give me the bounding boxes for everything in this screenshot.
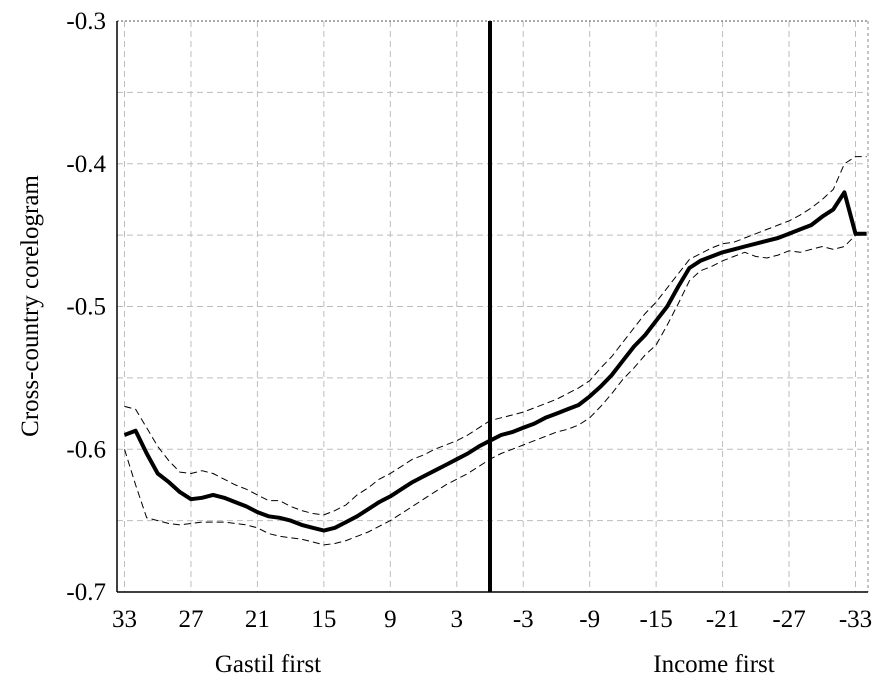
x-tick-label: -3 [513, 606, 534, 633]
plot-frame [116, 20, 869, 593]
x-tick-label: -21 [706, 606, 739, 633]
x-tick-label: -27 [772, 606, 805, 633]
y-tick-labels: -0.7 -0.6 -0.5 -0.4 -0.3 [66, 8, 106, 606]
series-line-dashed-lower [124, 234, 867, 546]
x-tick-labels: 33 27 21 15 9 3 -3 -9 -15 -21 -27 -33 [112, 606, 872, 633]
x-tick-label: -33 [839, 606, 872, 633]
x-tick-label: 33 [112, 606, 137, 633]
y-tick-label: -0.4 [66, 151, 106, 178]
x-tick-label: 27 [178, 606, 203, 633]
series-line-thick [123, 190, 867, 533]
series-line-dashed-upper [124, 156, 867, 516]
grid-lines [117, 21, 868, 592]
series-group [123, 156, 867, 546]
x-axis-label-right: Income first [653, 651, 775, 678]
y-tick-label: -0.3 [66, 8, 106, 35]
y-axis-label: Cross-country corelogram [17, 175, 44, 437]
x-tick-label: 3 [451, 606, 464, 633]
x-tick-label: 9 [384, 606, 397, 633]
y-tick-label: -0.5 [66, 294, 106, 321]
x-tick-label: 15 [311, 606, 336, 633]
x-tick-label: -9 [579, 606, 600, 633]
y-tick-label: -0.7 [66, 579, 106, 606]
x-tick-label: -15 [639, 606, 672, 633]
x-tick-label: 21 [245, 606, 270, 633]
x-axis-label-left: Gastil first [215, 651, 321, 678]
y-tick-label: -0.6 [66, 436, 106, 463]
